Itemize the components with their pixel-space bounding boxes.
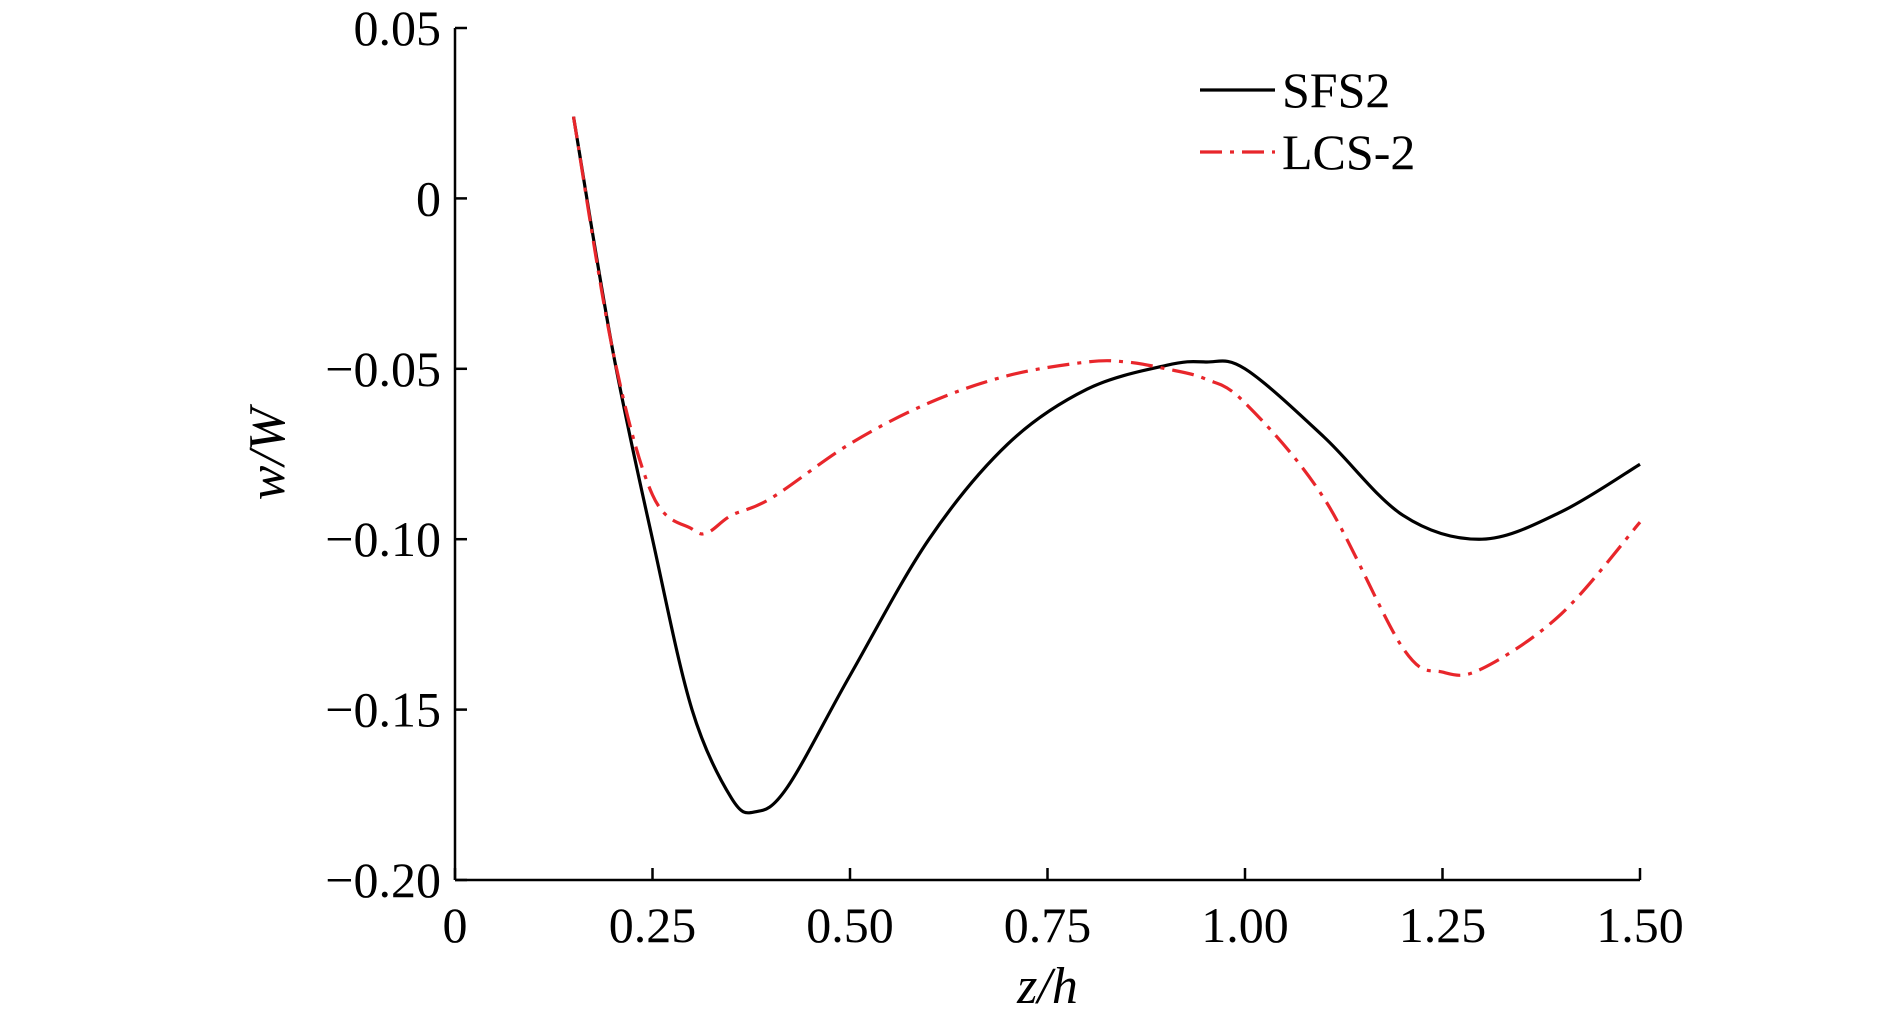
y-axis-title: w/W: [239, 403, 296, 500]
legend-label: SFS2: [1282, 62, 1390, 118]
x-tick-label: 0.75: [1004, 897, 1092, 953]
series-line-lcs-2: [571, 116, 1642, 677]
legend: SFS2 LCS-2: [1200, 62, 1415, 180]
axes: 0 0.25 0.50 0.75 1.00 1.25 1.50 0.05 0 −0.05 −0.10…: [239, 0, 1684, 1010]
y-tick-label: −0.05: [325, 341, 441, 397]
x-tick-label: 0.25: [609, 897, 697, 953]
y-tick-label: −0.20: [325, 852, 441, 908]
series-layer: [571, 116, 1642, 815]
y-tick-label: 0.05: [354, 0, 442, 56]
y-tick-label: −0.10: [325, 511, 441, 567]
legend-label: LCS-2: [1282, 124, 1415, 180]
x-tick-label: 1.25: [1399, 897, 1487, 953]
x-axis-title: z/h: [1016, 958, 1078, 1010]
x-tick-label: 0: [443, 897, 468, 953]
y-tick-label: −0.15: [325, 682, 441, 738]
series-line-sfs2: [571, 116, 1641, 815]
y-tick-label: 0: [416, 170, 441, 226]
x-tick-label: 1.00: [1201, 897, 1289, 953]
x-tick-label: 0.50: [806, 897, 894, 953]
x-tick-label: 1.50: [1596, 897, 1684, 953]
